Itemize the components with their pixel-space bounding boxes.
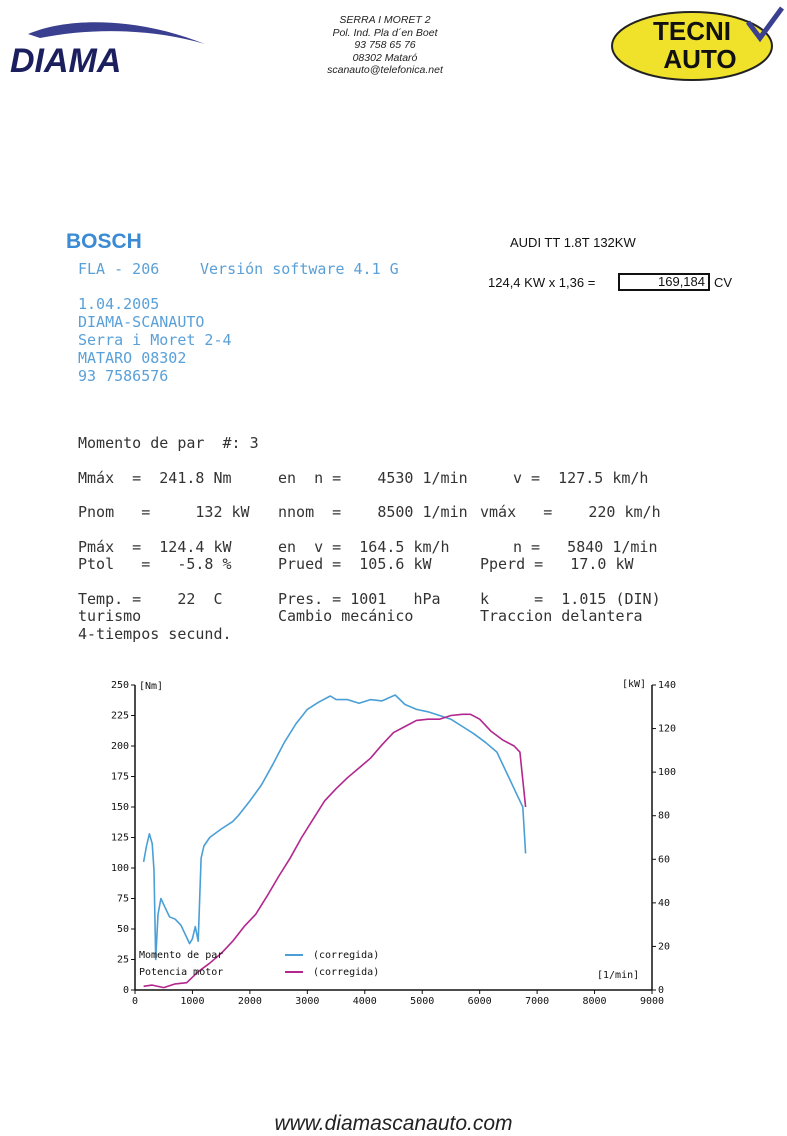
y-left-tick-label: 125 (111, 833, 129, 844)
svg-text:DIAMA: DIAMA (10, 42, 121, 80)
vmax-value: vmáx = 220 km/h (480, 503, 661, 521)
svg-text:AUTO: AUTO (663, 44, 736, 74)
x-tick-label: 1000 (180, 996, 204, 1007)
x-tick-label: 6000 (468, 996, 492, 1007)
power-conversion-label: 124,4 KW x 1,36 = (488, 275, 596, 290)
pmax-value: Pmáx = 124.4 kW (78, 538, 232, 556)
device-model: FLA - 206 (78, 260, 160, 278)
pperd-value: Pperd = 17.0 kW (480, 555, 634, 573)
legend-tag: (corregida) (313, 950, 379, 961)
temp-value: Temp. = 22 C (78, 590, 223, 608)
y-left-tick-label: 175 (111, 772, 129, 783)
legend-label: Momento de par (139, 950, 223, 961)
shop-phone: 93 7586576 (78, 367, 169, 385)
y-left-tick-label: 150 (111, 802, 129, 813)
measurement-title: Momento de par #: 3 (78, 434, 259, 452)
svg-text:TECNI: TECNI (653, 16, 731, 46)
y-left-tick-label: 200 (111, 741, 129, 752)
legend-tag: (corregida) (313, 967, 379, 978)
gearbox-type: Cambio mecánico (278, 607, 414, 625)
y-left-tick-label: 50 (117, 924, 129, 935)
y-right-tick-label: 0 (658, 985, 664, 996)
vehicle-type: turismo (78, 607, 142, 625)
y-left-tick-label: 250 (111, 680, 129, 691)
x-tick-label: 9000 (640, 996, 664, 1007)
power-conversion-unit: CV (714, 275, 733, 290)
dyno-chart: 0 25 50 75 100 125 150 175 200 225 250 0 20 40 60 80 100… (111, 679, 676, 1007)
pnom-value: Pnom = 132 kW (78, 503, 250, 521)
y-right-tick-label: 80 (658, 811, 670, 822)
legend-label: Potencia motor (139, 967, 223, 978)
address-line: Pol. Ind. Pla d´en Boet (332, 26, 438, 39)
nnom-value: nnom = 8500 1/min (278, 503, 468, 521)
diama-logo: DIAMA (10, 22, 205, 80)
car-model: AUDI TT 1.8T 132KW (510, 235, 636, 250)
pmax-rpm: n = 5840 1/min (513, 538, 658, 556)
x-tick-label: 2000 (238, 996, 262, 1007)
mmax-value: Mmáx = 241.8 Nm (78, 469, 232, 487)
x-axis-unit: [1/min] (597, 970, 639, 981)
address-block: SERRA I MORET 2 Pol. Ind. Pla d´en Boet … (300, 14, 470, 77)
y-left-tick-label: 75 (117, 894, 129, 905)
address-line: 08302 Mataró (352, 51, 418, 64)
y-left-unit: [Nm] (139, 681, 163, 692)
address-line: SERRA I MORET 2 (339, 14, 431, 26)
x-tick-label: 3000 (295, 996, 319, 1007)
mmax-speed: v = 127.5 km/h (513, 469, 649, 487)
x-tick-label: 7000 (525, 996, 549, 1007)
y-left-tick-label: 0 (123, 985, 129, 996)
drive-type: Traccion delantera (480, 607, 643, 625)
shop-street: Serra i Moret 2-4 (78, 331, 232, 349)
address-line: scanauto@telefonica.net (327, 64, 443, 76)
y-right-tick-label: 120 (658, 724, 676, 735)
software-version: Versión software 4.1 G (200, 260, 399, 278)
y-right-tick-label: 100 (658, 767, 676, 778)
engine-cycle: 4-tiempos secund. (78, 625, 232, 643)
y-right-tick-label: 140 (658, 680, 676, 691)
y-right-tick-label: 40 (658, 898, 670, 909)
pmax-speed: en v = 164.5 km/h (278, 538, 450, 556)
shop-city: MATARO 08302 (78, 349, 187, 367)
prued-value: Prued = 105.6 kW (278, 555, 432, 573)
report-date: 1.04.2005 (78, 295, 160, 313)
ptol-value: Ptol = -5.8 % (78, 555, 232, 573)
k-factor: k = 1.015 (DIN) (480, 590, 661, 608)
y-right-tick-label: 20 (658, 941, 670, 952)
shop-block: 1.04.2005 DIAMA-SCANAUTO Serra i Moret 2… (78, 295, 232, 385)
x-tick-label: 0 (132, 996, 138, 1007)
x-tick-label: 5000 (410, 996, 434, 1007)
pres-value: Pres. = 1001 hPa (278, 590, 441, 608)
tecniauto-logo: TECNI AUTO (611, 6, 785, 81)
power-conversion-result: 169,184 (618, 273, 710, 291)
y-left-tick-label: 100 (111, 863, 129, 874)
address-line: 93 758 65 76 (354, 39, 416, 51)
torque-curve (142, 694, 527, 961)
x-tick-label: 8000 (583, 996, 607, 1007)
y-left-tick-label: 25 (117, 955, 129, 966)
mmax-rpm: en n = 4530 1/min (278, 469, 468, 487)
x-tick-label: 4000 (353, 996, 377, 1007)
website-footer: www.diamascanauto.com (274, 1112, 513, 1135)
y-right-tick-label: 60 (658, 854, 670, 865)
brand-title: BOSCH (66, 230, 142, 253)
shop-name: DIAMA-SCANAUTO (78, 313, 205, 331)
y-right-unit: [kW] (622, 679, 646, 690)
power-curve (143, 713, 527, 989)
y-left-tick-label: 225 (111, 711, 129, 722)
